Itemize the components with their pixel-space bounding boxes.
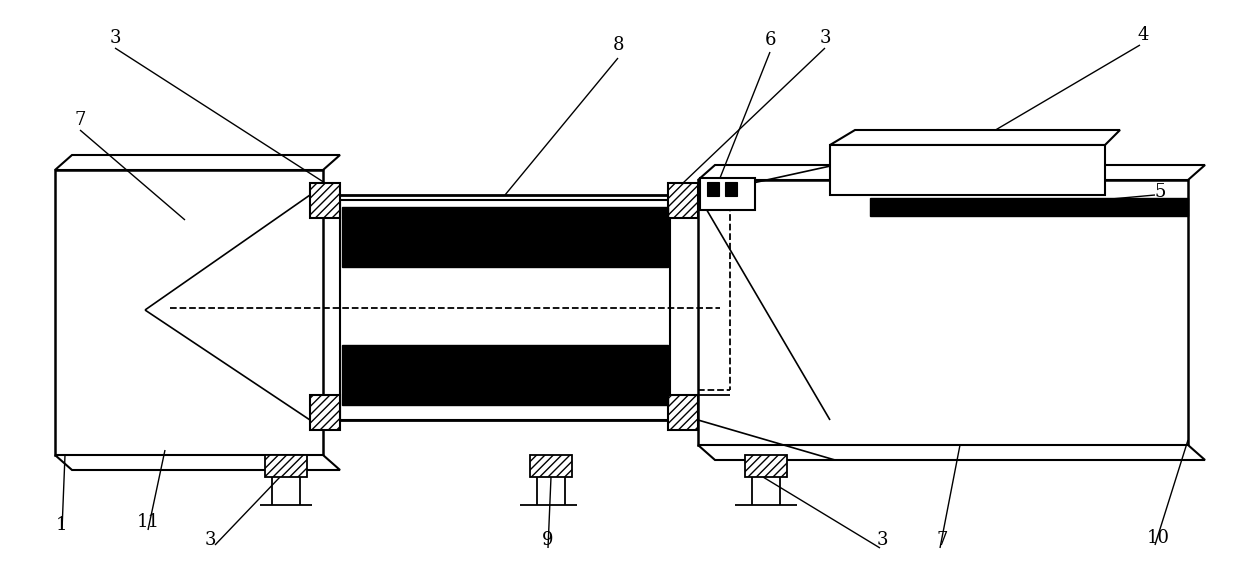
Bar bbox=[55, 170, 322, 455]
Text: 3: 3 bbox=[820, 29, 831, 47]
Text: 7: 7 bbox=[74, 111, 86, 129]
Text: 10: 10 bbox=[1147, 529, 1169, 547]
Bar bbox=[745, 455, 787, 477]
Text: 4: 4 bbox=[1137, 26, 1148, 44]
Text: 5: 5 bbox=[1154, 183, 1166, 201]
Bar bbox=[707, 182, 719, 196]
Bar bbox=[310, 183, 340, 218]
Bar bbox=[310, 395, 340, 430]
Bar bbox=[668, 395, 698, 430]
Text: 7: 7 bbox=[936, 531, 947, 549]
Text: 3: 3 bbox=[205, 531, 216, 549]
Bar bbox=[701, 178, 755, 210]
Bar bbox=[668, 183, 698, 218]
Polygon shape bbox=[698, 165, 1205, 180]
Text: 11: 11 bbox=[136, 513, 160, 531]
Bar bbox=[342, 345, 668, 405]
Bar bbox=[870, 198, 1188, 216]
Bar bbox=[725, 182, 737, 196]
Bar bbox=[342, 207, 668, 267]
Bar bbox=[529, 455, 572, 477]
Bar bbox=[340, 200, 670, 420]
Text: 1: 1 bbox=[56, 516, 68, 534]
Text: 3: 3 bbox=[877, 531, 888, 549]
Polygon shape bbox=[830, 130, 1120, 145]
Bar bbox=[265, 455, 308, 477]
Bar bbox=[698, 180, 1188, 445]
Text: 3: 3 bbox=[109, 29, 120, 47]
Bar bbox=[830, 145, 1105, 195]
Text: 9: 9 bbox=[542, 531, 554, 549]
Polygon shape bbox=[55, 455, 340, 470]
Polygon shape bbox=[55, 155, 340, 170]
Polygon shape bbox=[698, 445, 1205, 460]
Text: 8: 8 bbox=[613, 36, 624, 54]
Text: 6: 6 bbox=[764, 31, 776, 49]
